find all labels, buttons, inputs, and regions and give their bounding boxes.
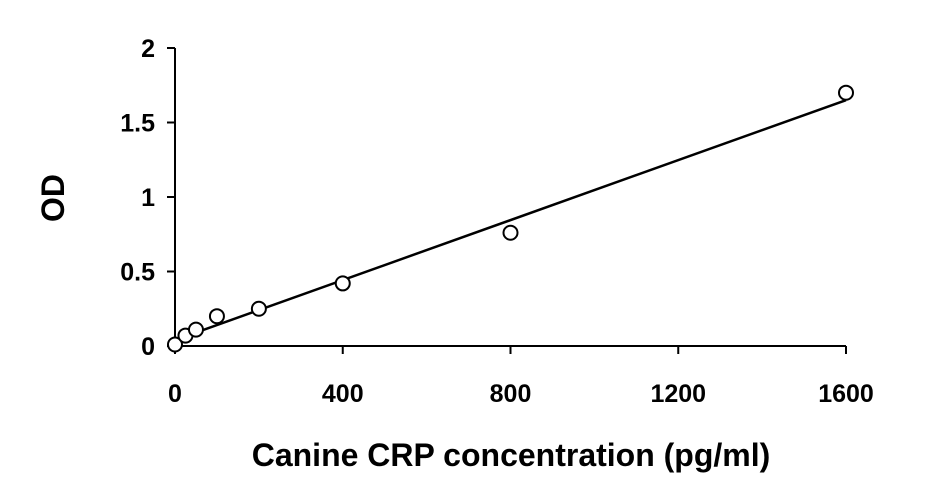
tick-labels: 0 0.5 1 1.5 2 0 400 800 1200 1600 [120, 35, 874, 408]
data-point [334, 275, 351, 292]
y-tick-label: 0 [141, 333, 155, 361]
data-point [838, 84, 854, 101]
data-point [208, 308, 225, 325]
x-tick-label: 800 [490, 380, 532, 408]
ticks [167, 47, 847, 354]
x-tick-label: 1200 [650, 380, 706, 408]
data-points [167, 84, 854, 353]
data-point [167, 336, 183, 353]
trendline [174, 98, 847, 342]
x-tick-label: 400 [322, 380, 364, 408]
y-tick-label: 1.5 [120, 110, 155, 138]
data-point [502, 224, 519, 241]
x-tick-label: 1600 [818, 380, 874, 408]
x-tick-label: 0 [168, 380, 182, 408]
data-point [250, 300, 267, 317]
y-tick-label: 2 [141, 35, 155, 63]
y-tick-label: 0.5 [120, 259, 155, 287]
y-axis-title: OD [35, 174, 71, 222]
x-axis-title: Canine CRP concentration (pg/ml) [252, 437, 771, 473]
data-point [187, 321, 204, 338]
y-tick-label: 1 [141, 184, 155, 212]
axes [174, 48, 846, 347]
